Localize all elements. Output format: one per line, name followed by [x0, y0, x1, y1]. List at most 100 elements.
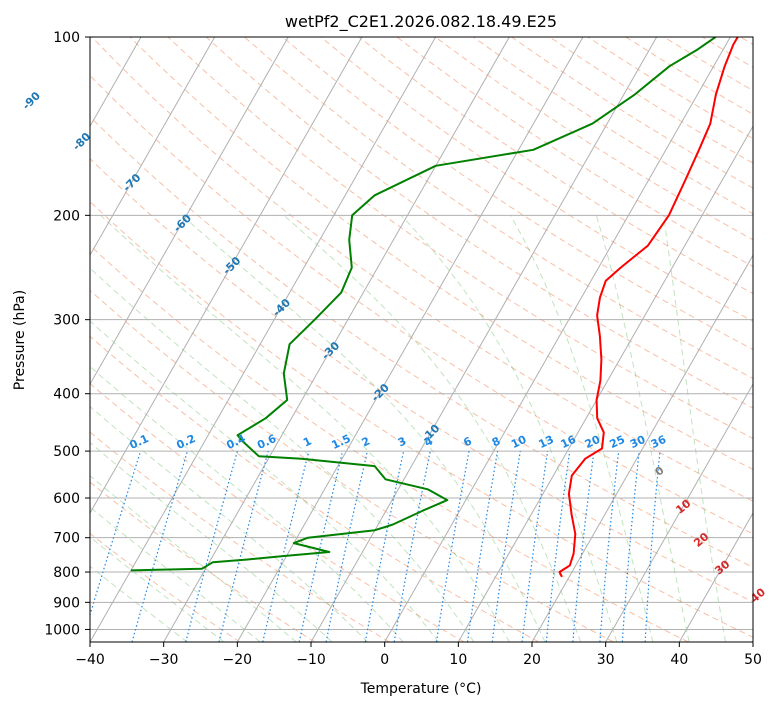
y-tick-label: 800	[53, 565, 80, 581]
isotherm-gridline	[605, 383, 753, 642]
moist-adiabat	[400, 214, 618, 642]
x-tick-label: −40	[75, 652, 105, 668]
isotherm-label: -70	[120, 171, 143, 194]
dry-adiabat	[90, 244, 689, 642]
moist-adiabat	[283, 214, 582, 642]
mixing-ratio-label: 30	[628, 433, 648, 451]
mixing-ratio-line	[644, 451, 661, 642]
mixing-ratio-label: 3	[396, 434, 408, 449]
mixing-ratio-line	[572, 451, 595, 642]
mixing-ratio-line	[545, 451, 571, 642]
mixing-ratio-label: 2	[360, 434, 372, 449]
y-tick-label: 200	[53, 208, 80, 224]
moist-adiabat	[90, 442, 333, 642]
x-axis-label: Temperature (°C)	[360, 681, 482, 697]
isotherm-label: -30	[319, 339, 342, 362]
dry-adiabat	[702, 37, 753, 68]
chart-title: wetPf2_C2E1.2026.082.18.49.E25	[285, 12, 557, 32]
data-lines	[130, 37, 739, 578]
mixing-ratio-line	[131, 450, 188, 642]
temperature-profile-line	[558, 37, 739, 578]
isotherm-gridline	[90, 37, 437, 642]
dry-adiabat	[511, 37, 753, 189]
isotherm-gridline	[0, 37, 67, 642]
y-tick-label: 400	[53, 387, 80, 403]
mixing-ratio-line	[491, 451, 521, 642]
moist-adiabat	[90, 565, 188, 642]
y-axis: 100 200 300 400 500 600 700 800 900 1000	[44, 30, 90, 638]
y-tick-label: 100	[53, 30, 80, 46]
dry-adiabat	[90, 532, 241, 642]
isotherm-gridline	[384, 37, 731, 642]
y-tick-label: 300	[53, 313, 80, 329]
dry-adiabat	[91, 37, 753, 502]
mixing-ratio-label: 1.5	[330, 432, 353, 452]
mixing-ratio-line	[364, 450, 405, 642]
mixing-ratio-line	[218, 450, 269, 642]
moist-adiabat	[90, 506, 261, 642]
moist-adiabat	[90, 267, 475, 642]
x-axis: −40 −30 −20 −10 0 10 20 30 40 50	[75, 642, 762, 668]
dry-adiabat	[244, 37, 753, 380]
isotherm-gridline	[310, 37, 658, 642]
mixing-ratio-line	[599, 451, 620, 642]
dry-adiabat	[90, 74, 753, 535]
moist-adiabat	[663, 215, 727, 642]
dewpoint-profile-line	[130, 37, 717, 572]
y-axis-label: Pressure (hPa)	[12, 290, 28, 390]
y-tick-label: 500	[53, 444, 80, 460]
mixing-ratio-label: 20	[583, 433, 603, 451]
x-tick-label: −30	[149, 652, 179, 668]
isotherm-gridline	[457, 125, 753, 642]
background-lines	[0, 37, 753, 642]
mixing-ratio-line	[621, 451, 640, 642]
mixing-ratio-line	[298, 450, 344, 642]
mixing-ratio-line	[521, 451, 549, 642]
dry-adiabat	[396, 37, 753, 268]
moist-adiabat	[181, 214, 546, 642]
dry-adiabat	[740, 37, 753, 45]
mixing-ratio-label: 0.6	[255, 432, 278, 452]
dry-adiabat	[90, 382, 465, 642]
y-tick-label: 1000	[44, 622, 80, 638]
x-tick-label: 0	[380, 652, 389, 668]
x-tick-label: 30	[597, 652, 615, 668]
plot-frame	[89, 36, 754, 643]
moist-adiabat-label: 30	[712, 557, 732, 577]
isotherm-gridline	[90, 37, 289, 386]
dry-adiabat	[90, 200, 753, 638]
x-tick-label: 50	[744, 652, 762, 668]
isotherm-gridline	[236, 37, 584, 642]
moist-adiabat-label: 20	[691, 530, 711, 550]
moist-adiabat	[90, 320, 439, 642]
dry-adiabat	[129, 37, 753, 470]
mixing-ratio-line	[262, 450, 310, 642]
dry-adiabat	[167, 37, 753, 439]
y-tick-label: 700	[53, 531, 80, 547]
isotherm-gridline	[163, 37, 510, 642]
isotherm-gridline	[752, 640, 753, 642]
mixing-ratio-line	[90, 450, 142, 617]
isotherm-gridline	[531, 254, 753, 642]
mixing-ratio-label: 10	[509, 433, 529, 451]
dry-adiabat	[282, 37, 753, 351]
isotherm-label: -90	[20, 89, 43, 112]
mixing-ratio-label: 0.4	[224, 432, 247, 452]
mixing-ratio-label: 1	[301, 434, 313, 449]
y-tick-label: 900	[53, 595, 80, 611]
mixing-ratio-label: 0.2	[174, 432, 197, 452]
mixing-ratio-label: 16	[559, 433, 579, 451]
moist-adiabat-label: 0	[652, 464, 666, 479]
mixing-ratio-line	[435, 450, 470, 642]
x-tick-label: −10	[296, 652, 326, 668]
moist-adiabat	[90, 405, 369, 642]
x-tick-label: 10	[449, 652, 467, 668]
mixing-ratio-line	[466, 450, 499, 642]
isotherm-labels: -100-90-80-70-60-50-40-30-20-10	[20, 89, 443, 445]
dry-adiabat	[90, 157, 753, 603]
isotherm-label: -50	[220, 254, 243, 277]
mixing-ratio-label: 6	[461, 434, 474, 449]
moist-adiabat	[90, 365, 404, 642]
